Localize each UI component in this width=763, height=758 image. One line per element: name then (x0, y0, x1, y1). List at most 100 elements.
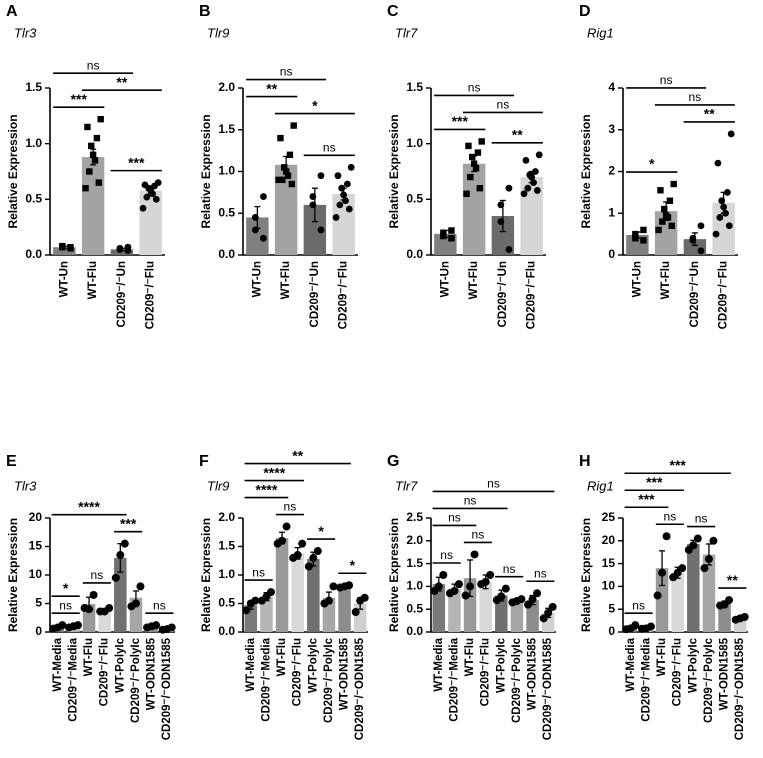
significance-label: ns (153, 598, 166, 612)
data-point (661, 205, 668, 213)
data-point (520, 190, 528, 198)
y-tick-label: 20 (29, 510, 43, 524)
significance-label: ns (664, 509, 677, 523)
bar (303, 204, 327, 255)
data-point (478, 138, 485, 145)
bar (655, 568, 669, 632)
significance-label: ns (632, 598, 645, 612)
x-tick-label: CD209⁻/⁻Flu (99, 638, 111, 706)
data-point (548, 602, 557, 611)
data-point (700, 564, 709, 573)
bar (432, 584, 446, 632)
data-point (470, 160, 478, 167)
data-point (505, 246, 513, 253)
data-point (329, 582, 338, 591)
data-point (67, 244, 74, 251)
y-tick-label: 0 (608, 624, 615, 638)
data-point (472, 164, 480, 172)
data-point (91, 157, 99, 164)
significance-label: **** (256, 481, 278, 497)
panel-label: G (387, 453, 399, 470)
data-point (497, 218, 505, 226)
y-tick-label: 0.5 (25, 192, 42, 206)
bar (338, 586, 351, 632)
bar (718, 603, 731, 632)
y-tick-label: 0.5 (406, 192, 423, 206)
x-tick-label: WT-Flu (280, 261, 292, 299)
bar (98, 610, 111, 632)
data-point (716, 214, 724, 221)
y-tick-label: 1.5 (406, 556, 423, 570)
data-point (528, 595, 537, 604)
y-tick-label: 1.5 (218, 122, 235, 136)
x-tick-label: CD209⁻/⁻Media (640, 637, 652, 721)
data-point (653, 591, 662, 600)
data-point (277, 134, 284, 142)
data-point (93, 134, 101, 142)
data-point (508, 598, 517, 607)
y-tick-label: 2.5 (406, 510, 423, 524)
data-point (469, 153, 476, 161)
bar (307, 559, 320, 632)
y-tick-label: 0.0 (406, 624, 423, 638)
x-tick-label: WT-ODN1585 (146, 637, 158, 710)
data-point (84, 123, 91, 131)
y-tick-label: 0.0 (25, 247, 42, 261)
x-tick-label: WT-PolyIc (114, 637, 126, 693)
bar (275, 537, 289, 632)
data-point (430, 586, 439, 595)
x-tick-label: WT-Un (58, 261, 70, 297)
data-point (116, 246, 124, 253)
significance-label: ** (266, 80, 277, 96)
y-axis-label: Relative Expression (579, 114, 593, 228)
data-point (143, 623, 152, 632)
data-point (693, 534, 702, 543)
gene-title: Rig1 (587, 478, 614, 493)
bar (702, 554, 716, 632)
y-tick-label: 5 (608, 601, 615, 615)
x-tick-label: WT-Flu (656, 638, 668, 676)
panel-label: D (579, 3, 591, 20)
significance-label: * (63, 580, 69, 596)
data-point (684, 545, 693, 554)
x-tick-label: WT-Media (625, 637, 637, 691)
y-tick-label: 0.5 (406, 601, 423, 615)
data-point (257, 596, 266, 605)
data-point (664, 214, 672, 221)
data-point (718, 197, 726, 205)
significance-label: ** (116, 74, 127, 90)
data-point (463, 190, 470, 197)
y-tick-label: 5 (35, 596, 42, 610)
significance-label: ns (534, 566, 547, 580)
data-point (637, 624, 646, 633)
data-point (505, 184, 513, 192)
data-point (89, 151, 97, 158)
data-point (290, 122, 297, 129)
gene-title: Tlr3 (14, 478, 37, 493)
significance-label: ns (323, 140, 336, 154)
significance-label: ns (91, 568, 104, 582)
y-tick-label: 15 (29, 539, 43, 553)
data-point (727, 130, 735, 138)
x-tick-label: CD209⁻/⁻Flu (526, 261, 538, 329)
y-axis-label: Relative Expression (579, 518, 593, 632)
x-tick-label: CD209⁻/⁻ODN1585 (734, 637, 746, 740)
panel-label: B (199, 3, 211, 20)
data-point (95, 179, 103, 186)
bar (274, 164, 298, 255)
x-tick-label: WT-Media (52, 637, 64, 691)
x-tick-label: CD209⁻/⁻PolyIc (323, 637, 335, 723)
data-point (338, 184, 346, 192)
data-point (86, 168, 93, 175)
data-point (466, 582, 475, 591)
data-point (659, 218, 666, 225)
y-tick-label: 0.5 (218, 596, 235, 610)
significance-label: ns (252, 565, 265, 579)
y-tick-label: 1 (608, 205, 615, 219)
gene-title: Tlr3 (14, 25, 37, 40)
bar (260, 596, 273, 632)
y-tick-label: 1.0 (218, 164, 235, 178)
data-point (289, 553, 298, 562)
